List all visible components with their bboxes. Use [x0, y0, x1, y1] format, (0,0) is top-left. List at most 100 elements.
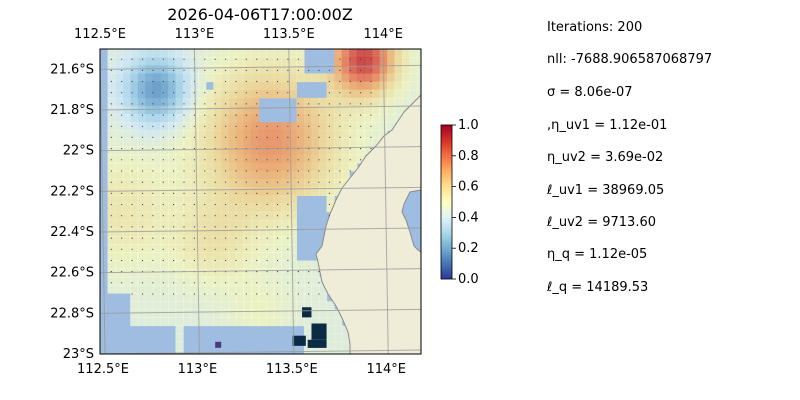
vector-marker [214, 192, 216, 194]
data-cell [107, 89, 116, 99]
data-cell [417, 73, 421, 83]
vector-marker [204, 69, 206, 71]
vector-marker [183, 148, 185, 150]
top-tick-label: 113°E [175, 27, 215, 42]
vector-marker [308, 271, 310, 273]
data-cell [115, 57, 124, 66]
bottom-tick-label: 114°E [366, 362, 406, 377]
vector-marker [173, 136, 175, 138]
data-cell [145, 49, 154, 58]
data-cell [137, 219, 146, 229]
data-cell [288, 89, 297, 99]
param-ell-q: ℓ_q = 14189.53 [547, 280, 649, 295]
data-cell [326, 349, 335, 354]
data-cell [160, 114, 169, 123]
left-tick-label: 22.4°S [50, 225, 94, 240]
data-cell [281, 301, 290, 310]
data-cell [409, 49, 418, 58]
data-cell [341, 154, 350, 164]
vector-marker [370, 125, 372, 127]
data-cell [334, 122, 343, 131]
vector-marker [360, 136, 362, 138]
data-cell [326, 203, 335, 213]
dark-cell [215, 341, 222, 348]
data-cell [175, 138, 184, 148]
data-cell [243, 154, 252, 164]
data-cell [273, 260, 282, 270]
data-cell [213, 179, 222, 188]
data-cell [251, 57, 260, 66]
data-cell [326, 195, 335, 205]
vector-marker [183, 114, 185, 116]
vector-marker [131, 282, 133, 284]
data-cell [205, 162, 214, 172]
data-cell [167, 236, 177, 245]
data-cell [394, 105, 403, 115]
data-cell [152, 138, 162, 148]
data-cell [296, 114, 305, 123]
data-cell [296, 138, 305, 148]
data-cell [160, 122, 169, 131]
data-cell [228, 293, 237, 302]
vector-marker [225, 159, 227, 161]
data-cell [228, 236, 237, 245]
data-cell [213, 284, 222, 294]
vector-marker [235, 136, 237, 138]
data-cell [326, 333, 335, 343]
vector-marker [256, 58, 258, 60]
data-cell [190, 301, 199, 310]
data-cell [311, 97, 320, 107]
data-cell [122, 97, 131, 107]
data-cell [303, 260, 313, 270]
vector-marker [152, 136, 154, 138]
data-cell [115, 49, 124, 58]
vector-marker [204, 192, 206, 194]
data-cell [220, 81, 229, 91]
data-cell [371, 73, 381, 83]
data-cell [273, 309, 282, 318]
data-cell [228, 162, 237, 172]
vector-marker [360, 159, 362, 161]
data-cell [190, 179, 199, 188]
data-cell [334, 333, 343, 343]
vector-marker [245, 125, 247, 127]
data-cell [319, 349, 328, 354]
vector-marker [276, 237, 279, 239]
data-cell [228, 317, 237, 327]
colorbar-tick-label: 1.0 [458, 118, 479, 133]
data-cell [198, 171, 207, 180]
data-cell [213, 187, 222, 196]
data-cell [175, 162, 184, 172]
vector-marker [183, 248, 185, 250]
vector-marker [173, 125, 175, 127]
data-cell [235, 219, 245, 229]
data-cell [251, 154, 260, 164]
data-cell [364, 105, 373, 115]
data-cell [130, 276, 139, 286]
data-cell [160, 227, 169, 237]
data-cell [251, 130, 260, 140]
data-cell [281, 293, 290, 302]
data-cell [387, 105, 396, 115]
data-cell [235, 154, 245, 164]
data-cell [205, 244, 214, 253]
vector-marker [370, 92, 372, 94]
vector-marker [287, 248, 289, 250]
data-cell [160, 162, 169, 172]
data-cell [137, 317, 146, 327]
vector-marker [308, 125, 310, 127]
data-cell [115, 268, 124, 278]
vector-marker [245, 259, 247, 262]
data-cell [167, 211, 177, 221]
data-cell [251, 171, 260, 180]
vector-marker [141, 215, 144, 217]
data-cell [387, 49, 396, 58]
data-cell [288, 252, 297, 262]
data-cell [145, 219, 154, 229]
data-cell [303, 114, 313, 123]
data-cell [409, 81, 418, 91]
data-cell [152, 276, 162, 286]
data-cell [341, 162, 350, 172]
data-cell [266, 317, 275, 327]
data-cell [356, 114, 365, 123]
